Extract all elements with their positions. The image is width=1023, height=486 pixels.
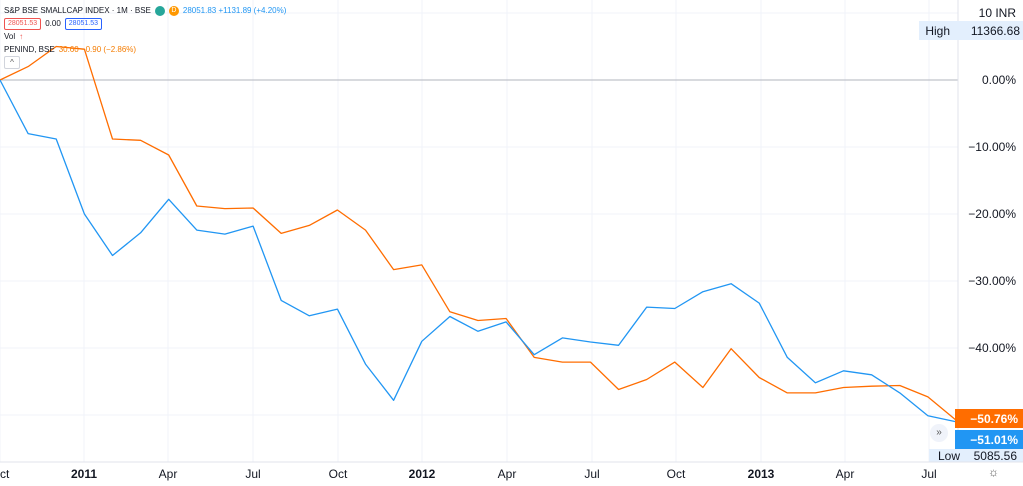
legend-main-row: S&P BSE SMALLCAP INDEX · 1M · BSE D 2805…	[4, 4, 286, 17]
legend-symbol-title[interactable]: S&P BSE SMALLCAP INDEX · 1M · BSE	[4, 6, 151, 15]
spread-value: 0.00	[45, 19, 61, 28]
x-tick-label: Apr	[159, 467, 178, 481]
x-axis: Low 5085.56 Oct 2011 Apr Jul Oct 2012 Apr Jul Oct 2…	[0, 449, 1023, 486]
y-tick-label: −40.00%	[968, 341, 1016, 355]
x-axis-background	[0, 462, 958, 486]
compare-symbol[interactable]: PENIND, BSE	[4, 45, 55, 54]
y-axis-background	[958, 0, 1023, 486]
last-value-badge	[955, 409, 1023, 428]
bid-box[interactable]: 28051.53	[4, 17, 42, 30]
x-tick-label: Oct	[667, 467, 686, 481]
currency-label: 10 INR	[979, 6, 1017, 20]
x-tick-label: 2011	[71, 467, 97, 481]
low-badge	[929, 449, 1023, 462]
status-dot-icon	[154, 5, 165, 16]
high-badge	[919, 21, 1023, 40]
y-tick-label: −20.00%	[968, 207, 1016, 221]
volume-label[interactable]: Vol	[4, 32, 16, 41]
x-tick-label: Oct	[0, 467, 10, 481]
last-value-label: −51.01%	[970, 433, 1018, 447]
x-tick-label: Oct	[329, 467, 348, 481]
gear-icon[interactable]: ☼	[988, 465, 999, 479]
high-label: High	[925, 24, 950, 38]
y-tick-label: −30.00%	[968, 274, 1016, 288]
x-tick-label: Apr	[498, 467, 517, 481]
high-value: 11366.68	[971, 24, 1020, 38]
legend-change: 28051.83 +1131.89 (+4.20%)	[182, 6, 287, 15]
low-label: Low	[938, 449, 960, 463]
compare-change: 30.60 −0.90 (−2.86%)	[58, 45, 137, 54]
x-tick-label: Jul	[584, 467, 599, 481]
arrow-up-icon: ↑	[19, 32, 24, 41]
x-tick-label: Apr	[836, 467, 855, 481]
x-tick-label: 2012	[409, 467, 436, 481]
legend: S&P BSE SMALLCAP INDEX · 1M · BSE D 2805…	[4, 4, 286, 69]
x-tick-label: Jul	[921, 467, 936, 481]
legend-compare-row: PENIND, BSE 30.60 −0.90 (−2.86%)	[4, 43, 286, 56]
last-value-label: −50.76%	[970, 412, 1018, 426]
series-line-penind-bse	[0, 45, 957, 421]
last-value-badge	[955, 430, 1023, 449]
legend-quote-row: 28051.53 0.00 28051.53	[4, 17, 286, 30]
series-layer	[0, 45, 957, 423]
delayed-badge: D	[168, 5, 179, 16]
ask-box[interactable]: 28051.53	[64, 17, 102, 30]
x-tick-label: 2013	[748, 467, 775, 481]
chevron-up-icon[interactable]: ^	[4, 56, 20, 69]
scroll-to-realtime-button[interactable]: »	[930, 424, 948, 442]
legend-volume-row: Vol ↑	[4, 30, 286, 43]
low-value: 5085.56	[974, 449, 1018, 463]
y-tick-label: −10.00%	[968, 140, 1016, 154]
y-axis: 0.00% −10.00% −20.00% −30.00% −40.00% 10 INR H…	[919, 0, 1023, 486]
corner-background	[929, 462, 1023, 486]
x-tick-label: Jul	[245, 467, 260, 481]
y-tick-label: 0.00%	[982, 73, 1016, 87]
legend-collapse-row: ^	[4, 56, 286, 69]
series-line-s-p-bse-smallcap-index	[0, 79, 957, 423]
